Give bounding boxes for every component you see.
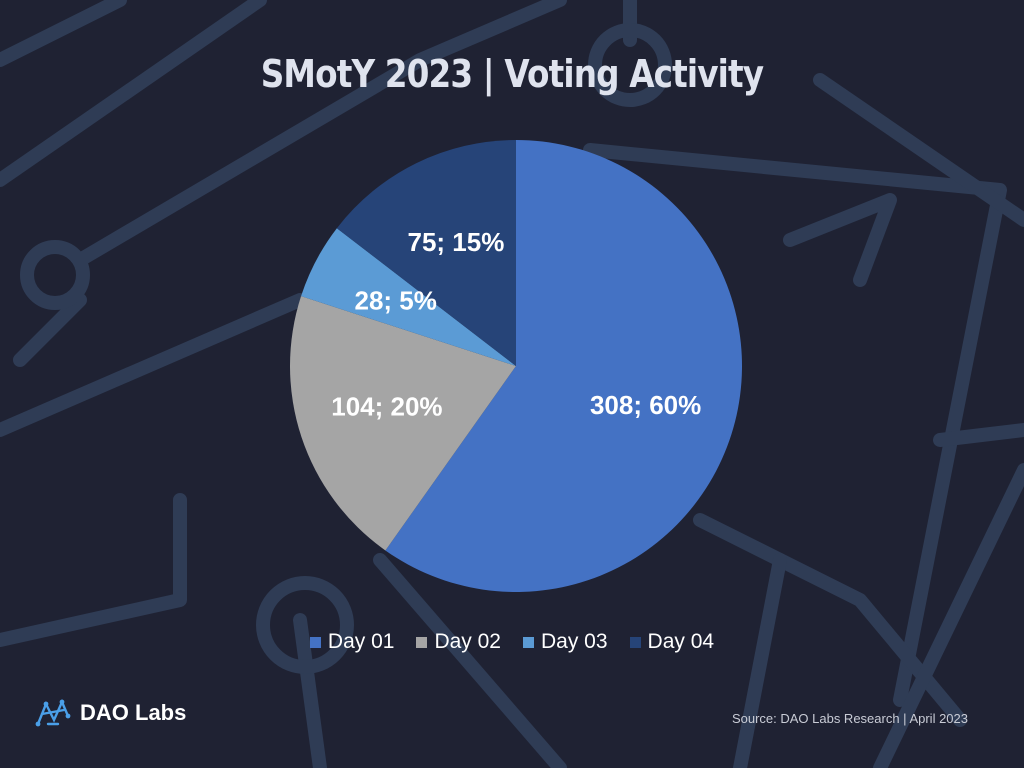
legend-item-day-03: Day 03 — [523, 630, 608, 654]
legend-item-day-04: Day 04 — [629, 630, 715, 654]
legend-label: Day 04 — [647, 630, 715, 653]
legend-item-day-02: Day 02 — [416, 630, 501, 654]
chart-title: SMotY 2023 | Voting Activity — [260, 52, 764, 96]
chart-legend: Day 01 Day 02 Day 03 Day 04 — [0, 630, 1024, 654]
pie-slice-day-04 — [336, 140, 516, 366]
slice-data-label: 308; 60% — [590, 390, 701, 420]
source-note: Source: DAO Labs Research | April 2023 — [731, 711, 968, 726]
slice-data-label: 28; 5% — [354, 285, 436, 315]
legend-label: Day 02 — [434, 630, 501, 653]
brand-name: DAO Labs — [80, 700, 187, 725]
legend-label: Day 03 — [541, 630, 608, 653]
legend-swatch — [629, 636, 641, 648]
legend-label: Day 01 — [327, 630, 395, 653]
dao-labs-logo-icon — [35, 699, 71, 727]
pie-slice-day-01 — [385, 140, 742, 592]
legend-swatch — [309, 636, 321, 648]
legend-swatch — [416, 636, 428, 648]
slice-data-label: 75; 15% — [408, 227, 505, 257]
legend-swatch — [523, 636, 534, 648]
slice-data-label: 104; 20% — [331, 392, 442, 422]
legend-item-day-01: Day 01 — [309, 630, 395, 654]
pie-slice-day-02 — [289, 296, 516, 551]
brand: DAO Labs — [34, 698, 186, 728]
pie-slice-day-03 — [301, 228, 516, 366]
